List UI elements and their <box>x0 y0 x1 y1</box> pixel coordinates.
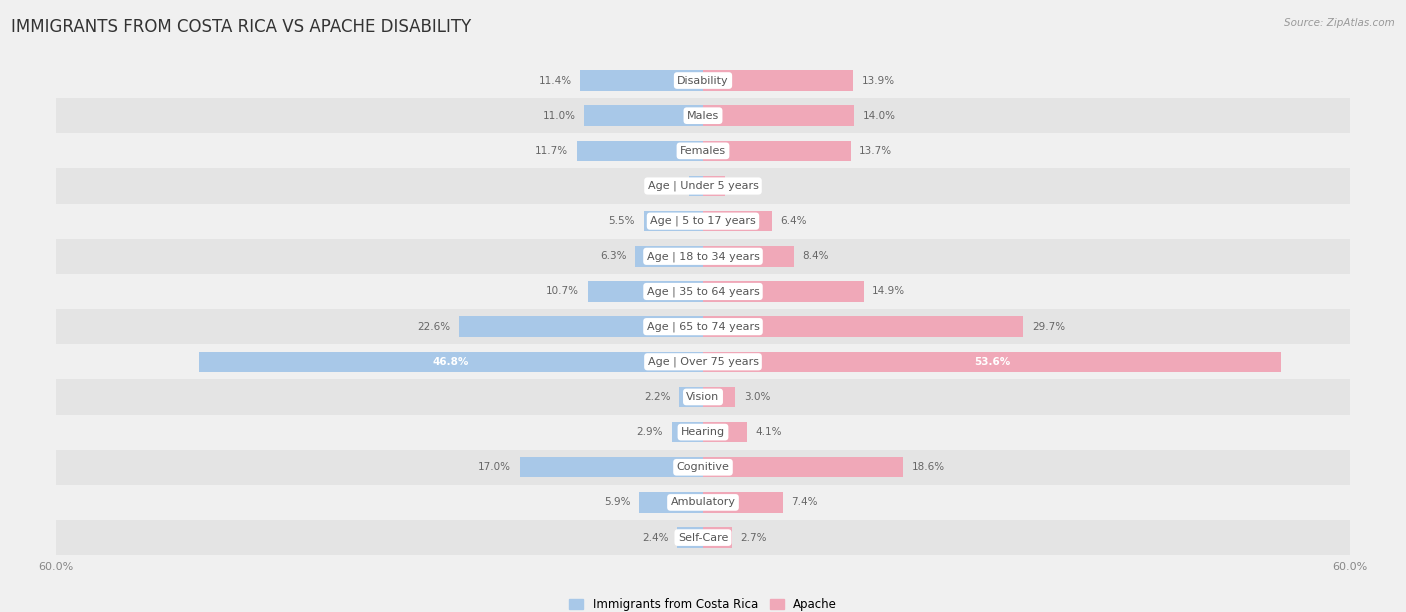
Bar <box>703 282 863 302</box>
Bar <box>56 133 1350 168</box>
Text: 7.4%: 7.4% <box>792 498 818 507</box>
Text: Self-Care: Self-Care <box>678 532 728 543</box>
Text: 6.4%: 6.4% <box>780 216 807 226</box>
Bar <box>56 204 1350 239</box>
Bar <box>56 450 1350 485</box>
Text: 11.0%: 11.0% <box>543 111 576 121</box>
Text: Age | 5 to 17 years: Age | 5 to 17 years <box>650 216 756 226</box>
Bar <box>198 352 703 372</box>
Bar <box>703 387 735 407</box>
Text: 3.0%: 3.0% <box>744 392 770 402</box>
Bar <box>56 520 1350 555</box>
Bar <box>581 70 703 91</box>
Text: 2.7%: 2.7% <box>741 532 768 543</box>
Text: Vision: Vision <box>686 392 720 402</box>
Bar <box>56 309 1350 344</box>
Text: 5.5%: 5.5% <box>609 216 636 226</box>
Bar <box>640 492 703 513</box>
Bar <box>703 105 853 126</box>
Text: 11.7%: 11.7% <box>536 146 568 156</box>
Text: 5.9%: 5.9% <box>605 498 631 507</box>
Bar <box>703 492 783 513</box>
Text: Age | 18 to 34 years: Age | 18 to 34 years <box>647 251 759 261</box>
Text: 14.0%: 14.0% <box>862 111 896 121</box>
Text: Disability: Disability <box>678 75 728 86</box>
Bar <box>56 168 1350 204</box>
Bar <box>703 141 851 161</box>
Bar <box>703 422 747 442</box>
Bar <box>56 344 1350 379</box>
Text: 14.9%: 14.9% <box>872 286 905 296</box>
Text: Age | 65 to 74 years: Age | 65 to 74 years <box>647 321 759 332</box>
Text: 2.4%: 2.4% <box>643 532 668 543</box>
Bar <box>636 246 703 266</box>
Text: 11.4%: 11.4% <box>538 75 571 86</box>
Bar <box>644 211 703 231</box>
Bar <box>460 316 703 337</box>
Bar <box>679 387 703 407</box>
Bar <box>56 274 1350 309</box>
Bar <box>56 63 1350 98</box>
Text: 2.0%: 2.0% <box>733 181 759 191</box>
Text: 13.7%: 13.7% <box>859 146 893 156</box>
Bar <box>56 239 1350 274</box>
Bar <box>520 457 703 477</box>
Text: 1.3%: 1.3% <box>654 181 681 191</box>
Bar <box>703 70 853 91</box>
Bar <box>56 98 1350 133</box>
Text: Age | Under 5 years: Age | Under 5 years <box>648 181 758 192</box>
Text: 29.7%: 29.7% <box>1032 322 1064 332</box>
Text: Source: ZipAtlas.com: Source: ZipAtlas.com <box>1284 18 1395 28</box>
Bar <box>703 316 1024 337</box>
Bar <box>576 141 703 161</box>
Text: 4.1%: 4.1% <box>756 427 782 437</box>
Text: 10.7%: 10.7% <box>546 286 579 296</box>
Text: 8.4%: 8.4% <box>803 252 828 261</box>
Bar <box>703 246 793 266</box>
Bar <box>703 352 1281 372</box>
Bar <box>703 528 733 548</box>
Text: Cognitive: Cognitive <box>676 462 730 472</box>
Bar <box>585 105 703 126</box>
Text: 17.0%: 17.0% <box>478 462 512 472</box>
Text: 53.6%: 53.6% <box>974 357 1010 367</box>
Text: Males: Males <box>688 111 718 121</box>
Bar <box>588 282 703 302</box>
Text: 6.3%: 6.3% <box>600 252 627 261</box>
Text: IMMIGRANTS FROM COSTA RICA VS APACHE DISABILITY: IMMIGRANTS FROM COSTA RICA VS APACHE DIS… <box>11 18 471 36</box>
Text: 13.9%: 13.9% <box>862 75 894 86</box>
Bar <box>56 379 1350 414</box>
Text: Ambulatory: Ambulatory <box>671 498 735 507</box>
Bar <box>689 176 703 196</box>
Text: 2.2%: 2.2% <box>644 392 671 402</box>
Bar <box>703 457 904 477</box>
Bar <box>672 422 703 442</box>
Bar <box>703 176 724 196</box>
Bar <box>703 211 772 231</box>
Text: Age | 35 to 64 years: Age | 35 to 64 years <box>647 286 759 297</box>
Bar <box>678 528 703 548</box>
Text: Hearing: Hearing <box>681 427 725 437</box>
Text: 18.6%: 18.6% <box>912 462 945 472</box>
Text: Females: Females <box>681 146 725 156</box>
Text: 46.8%: 46.8% <box>433 357 470 367</box>
Bar <box>56 414 1350 450</box>
Text: 2.9%: 2.9% <box>637 427 664 437</box>
Bar <box>56 485 1350 520</box>
Text: 22.6%: 22.6% <box>418 322 451 332</box>
Legend: Immigrants from Costa Rica, Apache: Immigrants from Costa Rica, Apache <box>564 593 842 612</box>
Text: Age | Over 75 years: Age | Over 75 years <box>648 357 758 367</box>
